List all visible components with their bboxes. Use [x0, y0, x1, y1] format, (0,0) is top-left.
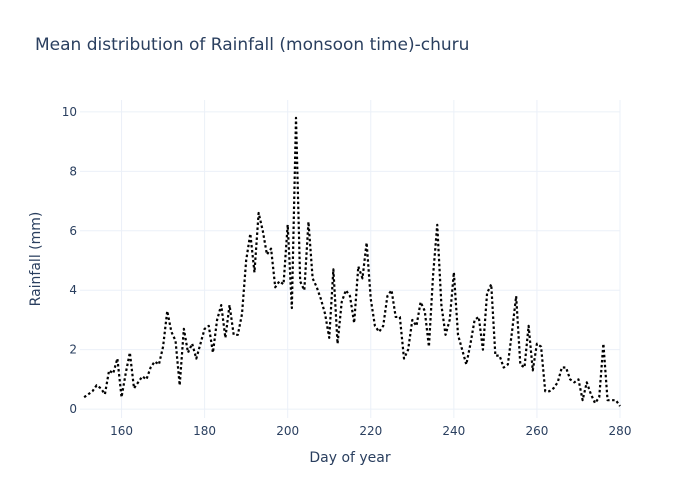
x-tick-label: 180	[193, 424, 216, 438]
x-tick-label: 160	[110, 424, 133, 438]
y-axis-ticks: 0 2 4 6 8 10	[62, 105, 77, 416]
x-tick-label: 200	[276, 424, 299, 438]
x-axis-label: Day of year	[309, 450, 391, 466]
x-axis-ticks: 160 180 200 220 240 260 280	[110, 424, 631, 438]
y-tick-label: 8	[69, 164, 77, 178]
y-tick-label: 0	[69, 402, 77, 416]
y-tick-label: 10	[62, 105, 77, 119]
x-tick-label: 220	[359, 424, 382, 438]
grid-lines	[80, 100, 621, 418]
chart-title: Mean distribution of Rainfall (monsoon t…	[35, 35, 469, 55]
x-tick-label: 260	[525, 424, 548, 438]
y-axis-label: Rainfall (mm)	[28, 212, 44, 307]
y-tick-label: 6	[69, 224, 77, 238]
y-tick-label: 4	[69, 283, 77, 297]
x-tick-label: 240	[442, 424, 465, 438]
x-tick-label: 280	[609, 424, 632, 438]
rainfall-series-line	[83, 116, 621, 407]
y-tick-label: 2	[69, 343, 77, 357]
